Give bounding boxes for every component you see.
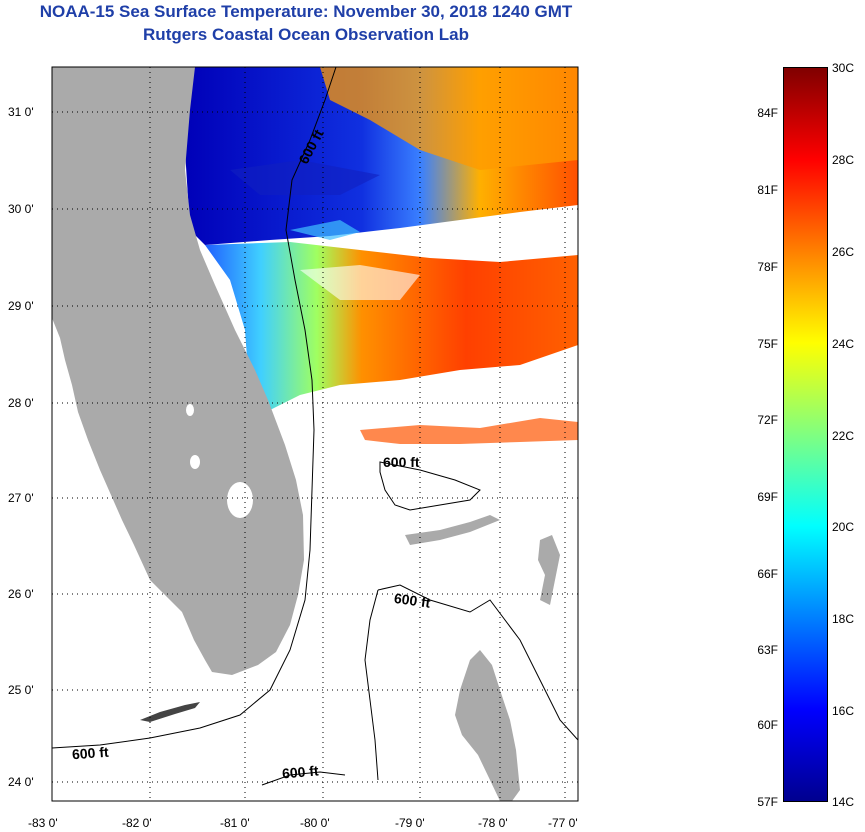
lon-tick-label: -83 0' bbox=[28, 816, 58, 830]
lat-tick-label: 27 0' bbox=[8, 491, 34, 505]
colorbar-c-label: 22C bbox=[832, 429, 855, 443]
colorbar-c-label: 14C bbox=[832, 795, 855, 809]
map-subtitle: Rutgers Coastal Ocean Observation Lab bbox=[143, 25, 469, 44]
isobath-contours bbox=[52, 67, 578, 786]
colorbar-c-label: 28C bbox=[832, 153, 855, 167]
colorbar-c-label: 18C bbox=[832, 612, 855, 626]
isobath-line-tongue bbox=[364, 589, 379, 781]
sst-scattered-patch bbox=[360, 418, 578, 444]
cold-patch bbox=[230, 160, 380, 195]
lake bbox=[186, 404, 194, 416]
sst-patch bbox=[290, 220, 360, 240]
cloud-patch bbox=[300, 265, 420, 300]
colorbar-f-label: 78F bbox=[757, 260, 778, 274]
lat-tick-label: 31 0' bbox=[8, 105, 34, 119]
isobath-line-bahamas-east bbox=[377, 584, 578, 741]
plot-frame bbox=[51, 66, 579, 802]
lake-okeechobee bbox=[227, 482, 253, 518]
isobath-line-south bbox=[261, 771, 346, 786]
colorbar-f-label: 66F bbox=[757, 567, 778, 581]
sst-warm-patch bbox=[320, 67, 578, 170]
lat-tick-label: 29 0' bbox=[8, 299, 34, 313]
lat-tick-label: 24 0' bbox=[8, 775, 34, 789]
contour-label: 600 ft bbox=[281, 762, 319, 781]
grand-bahama-island bbox=[405, 515, 500, 545]
colorbar-c-label: 30C bbox=[832, 61, 855, 75]
colorbar-f-label: 69F bbox=[757, 490, 778, 504]
lat-tick-label: 28 0' bbox=[8, 396, 34, 410]
lake bbox=[190, 455, 200, 469]
colorbar-f-label: 72F bbox=[757, 413, 778, 427]
contour-label: 600 ft bbox=[383, 454, 420, 470]
lat-tick-label: 26 0' bbox=[8, 587, 34, 601]
contour-label: 600 ft bbox=[393, 590, 432, 611]
lat-tick-label: 30 0' bbox=[8, 202, 34, 216]
colorbar-f-label: 63F bbox=[757, 643, 778, 657]
colorbar-c-label: 16C bbox=[832, 704, 855, 718]
florida-land bbox=[52, 67, 304, 675]
lat-tick-label: 25 0' bbox=[8, 683, 34, 697]
colorbar bbox=[783, 67, 828, 802]
colorbar-c-label: 20C bbox=[832, 520, 855, 534]
sst-data-layer bbox=[185, 67, 578, 444]
abaco-island bbox=[538, 535, 560, 605]
lon-tick-label: -81 0' bbox=[220, 816, 250, 830]
map-title: NOAA-15 Sea Surface Temperature: Novembe… bbox=[39, 2, 573, 21]
colorbar-c-label: 24C bbox=[832, 337, 855, 351]
contour-label: 600 ft bbox=[71, 744, 109, 763]
isobath-line-bahamas-north bbox=[379, 461, 481, 511]
lon-tick-label: -77 0' bbox=[548, 816, 578, 830]
lon-tick-label: -80 0' bbox=[300, 816, 330, 830]
lon-tick-label: -82 0' bbox=[122, 816, 152, 830]
isobath-line-west bbox=[52, 67, 337, 749]
colorbar-f-label: 84F bbox=[757, 106, 778, 120]
colorbar-f-label: 81F bbox=[757, 183, 778, 197]
lon-tick-label: -78 0' bbox=[478, 816, 508, 830]
colorbar-c-label: 26C bbox=[832, 245, 855, 259]
colorbar-f-label: 60F bbox=[757, 718, 778, 732]
andros-island bbox=[455, 650, 520, 801]
florida-keys bbox=[140, 702, 200, 722]
lon-tick-label: -79 0' bbox=[395, 816, 425, 830]
colorbar-f-label: 57F bbox=[757, 795, 778, 809]
colorbar-f-label: 75F bbox=[757, 337, 778, 351]
sst-swath-middle bbox=[205, 242, 578, 410]
